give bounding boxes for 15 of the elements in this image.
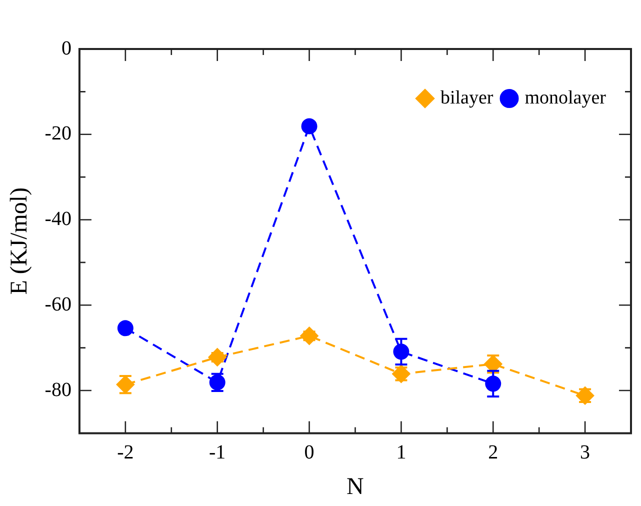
- legend-label: bilayer: [440, 87, 494, 108]
- y-tick-label: 0: [61, 37, 72, 60]
- y-tick-label: -60: [44, 293, 72, 316]
- x-tick-label: -2: [117, 441, 134, 464]
- y-tick-label: -80: [44, 378, 72, 401]
- legend-label: monolayer: [524, 87, 607, 108]
- x-tick-label: 0: [304, 441, 314, 464]
- y-tick-label: -20: [44, 122, 72, 145]
- x-axis-title: N: [346, 474, 364, 500]
- x-tick-label: -1: [209, 441, 226, 464]
- x-tick-label: 3: [580, 441, 590, 464]
- y-axis-title: E (KJ/mol): [6, 187, 33, 295]
- x-tick-label: 2: [488, 441, 498, 464]
- y-tick-label: -40: [44, 208, 72, 230]
- x-tick-label: 1: [396, 441, 406, 464]
